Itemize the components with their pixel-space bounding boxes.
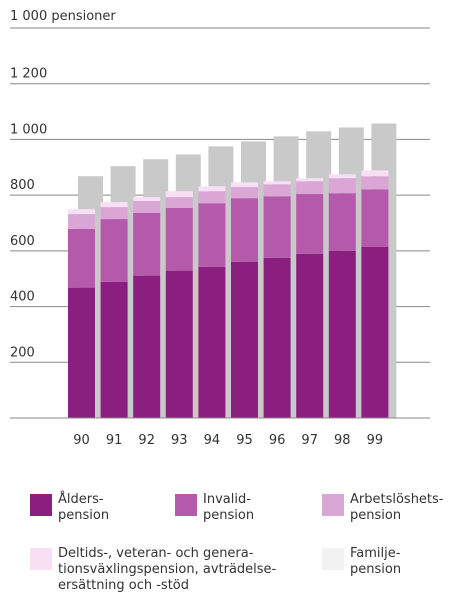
bar-segment	[198, 266, 226, 418]
y-axis-label: 1 000 pensioner	[10, 9, 116, 24]
bar-segment	[263, 257, 291, 418]
x-tick-label: 91	[106, 433, 123, 448]
bar-segment	[296, 194, 324, 254]
y-tick-label: 800	[10, 178, 35, 193]
legend-label: Arbetslöshets- pension	[350, 492, 444, 523]
x-tick-label: 95	[236, 433, 253, 448]
bar-segment	[198, 186, 226, 192]
bar-segment	[328, 250, 356, 418]
bar-segment	[68, 209, 95, 215]
legend-swatch	[30, 548, 52, 570]
bar-segment	[165, 207, 193, 271]
bar-segment	[263, 184, 291, 197]
bar-segment	[165, 197, 193, 208]
legend-label: Deltids-, veteran- och genera- tionsväxl…	[58, 546, 277, 593]
legend-label: Ålders- pension	[58, 492, 110, 523]
bar-segment	[328, 178, 356, 194]
bar-segment	[231, 261, 258, 418]
bar-segment	[100, 281, 128, 418]
bar-segment	[165, 270, 193, 418]
legend-swatch	[322, 494, 344, 516]
bar-segment	[133, 275, 161, 418]
x-tick-label: 90	[73, 433, 90, 448]
bar-segment	[361, 246, 389, 418]
x-tick-label: 93	[171, 433, 188, 448]
bar-segment	[296, 178, 324, 182]
bar-segment	[361, 176, 389, 190]
bar-segment	[231, 182, 258, 188]
bar-segment	[328, 174, 356, 179]
x-tick-label: 97	[301, 433, 318, 448]
legend-label: Invalid- pension	[203, 492, 255, 523]
legend-swatch	[322, 548, 344, 570]
y-tick-label: 400	[10, 290, 35, 305]
x-tick-label: 94	[204, 433, 221, 448]
bar-segment	[296, 253, 324, 418]
x-tick-label: 98	[334, 433, 351, 448]
bar-segment	[133, 212, 161, 276]
bar-segment	[328, 193, 356, 251]
x-tick-label: 99	[367, 433, 384, 448]
legend-swatch	[175, 494, 197, 516]
bar-segment	[100, 207, 128, 220]
bar-segment	[68, 214, 95, 229]
bar-segment	[296, 181, 324, 195]
y-tick-label: 600	[10, 234, 35, 249]
bar-segment	[133, 200, 161, 213]
bar-segment	[361, 170, 389, 177]
x-tick-label: 92	[138, 433, 155, 448]
bar-segment	[361, 189, 389, 247]
y-tick-label: 1 200	[10, 67, 47, 82]
legend-swatch	[30, 494, 52, 516]
y-tick-label: 1 000	[10, 122, 47, 137]
bar-segment	[68, 228, 95, 288]
bar-segment	[100, 202, 128, 208]
bar-segment	[231, 187, 258, 199]
bar-segment	[263, 181, 291, 185]
bar-segment	[165, 191, 193, 198]
x-tick-label: 96	[269, 433, 286, 448]
bar-segment	[198, 203, 226, 267]
bar-segment	[198, 191, 226, 204]
bar-segment	[100, 219, 128, 282]
chart: 1 000 pensioner 200 400 600 800 1 000 1 200 90…	[10, 9, 430, 448]
bar-segment	[133, 197, 161, 201]
bar-segment	[68, 287, 95, 418]
legend-label: Familje- pension	[350, 546, 402, 577]
bar-segment	[231, 198, 258, 262]
bar-segment	[263, 196, 291, 258]
y-tick-label: 200	[10, 345, 35, 360]
